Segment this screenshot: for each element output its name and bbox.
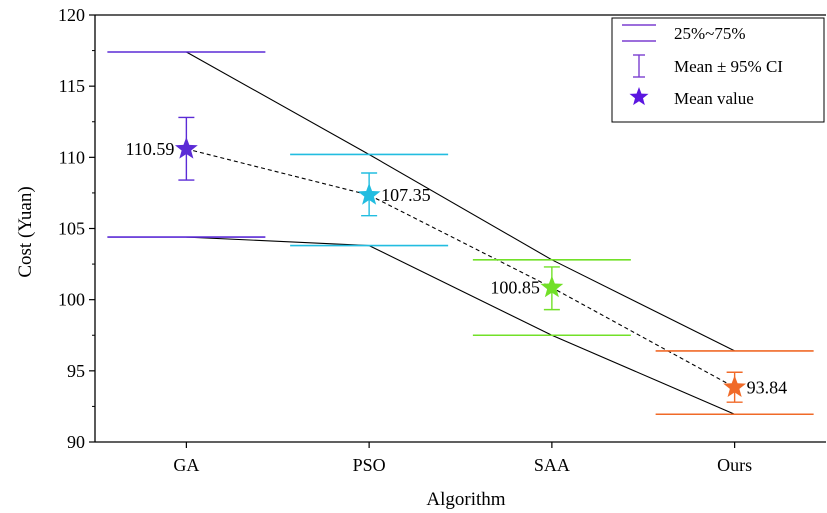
mean-value-label: 93.84 (747, 377, 788, 397)
mean-value-label: 100.85 (490, 278, 540, 298)
legend-label: 25%~75% (674, 24, 746, 43)
legend: 25%~75% Mean ± 95% CI Mean value (611, 17, 825, 123)
x-tick-label: PSO (353, 455, 386, 475)
y-axis-title: Cost (Yuan) (15, 186, 36, 277)
legend-label: Mean value (674, 89, 754, 108)
mean-star (174, 136, 198, 159)
q75-connector-line (368, 154, 553, 261)
plot-lines-layer (186, 51, 735, 415)
y-tick-label: 90 (67, 432, 85, 452)
y-tick-label: 95 (67, 361, 85, 381)
x-axis-title: Algorithm (426, 489, 505, 510)
mean-star (723, 375, 747, 398)
mean-value-label: 110.59 (126, 139, 175, 159)
mean-value-label: 107.35 (381, 185, 431, 205)
legend-star-icon (629, 87, 649, 106)
labels-layer: 110.59 107.35 100.85 93.84 (126, 139, 788, 397)
legend-box (611, 17, 825, 123)
axes-layer: 90 95 100 105 110 115 120 GA PSO SAA Ours (58, 5, 826, 475)
q75-connector-line (551, 259, 735, 352)
x-tick-label: SAA (534, 455, 570, 475)
y-tick-label: 105 (58, 219, 85, 239)
x-tick-label: GA (173, 455, 199, 475)
y-tick-label: 115 (59, 76, 85, 96)
y-tick-label: 110 (59, 147, 85, 167)
legend-label: Mean ± 95% CI (674, 57, 783, 76)
q25-connector-line (186, 236, 370, 247)
q25-connector-line (368, 245, 553, 336)
mean-dashed-line (186, 148, 735, 388)
q75-connector-line (186, 51, 370, 155)
mean-star (540, 275, 564, 298)
x-tick-label: Ours (717, 455, 752, 475)
mean-star (357, 183, 381, 205)
y-tick-label: 120 (58, 5, 85, 25)
plot-marks-layer (107, 51, 814, 416)
q25-connector-line (551, 334, 735, 415)
y-tick-label: 100 (58, 290, 85, 310)
